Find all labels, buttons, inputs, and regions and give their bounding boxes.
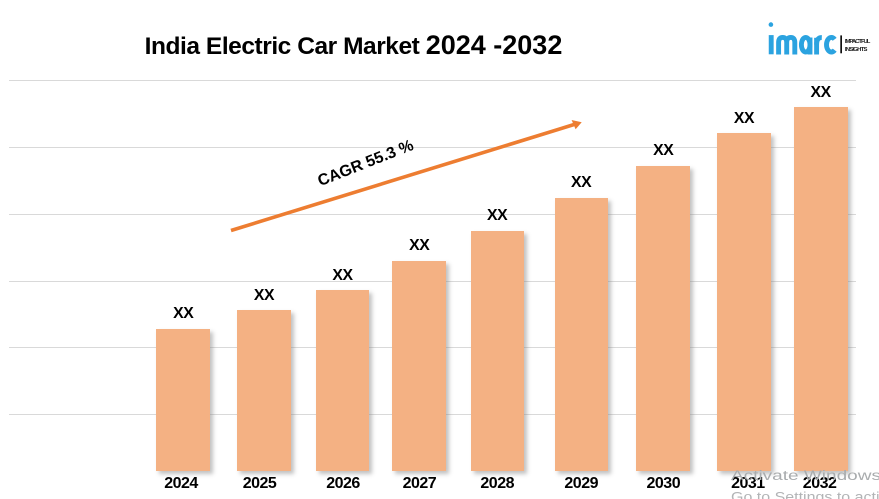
svg-text:INSIGHTS: INSIGHTS	[845, 47, 868, 53]
svg-text:IMPACTFUL: IMPACTFUL	[845, 39, 871, 45]
